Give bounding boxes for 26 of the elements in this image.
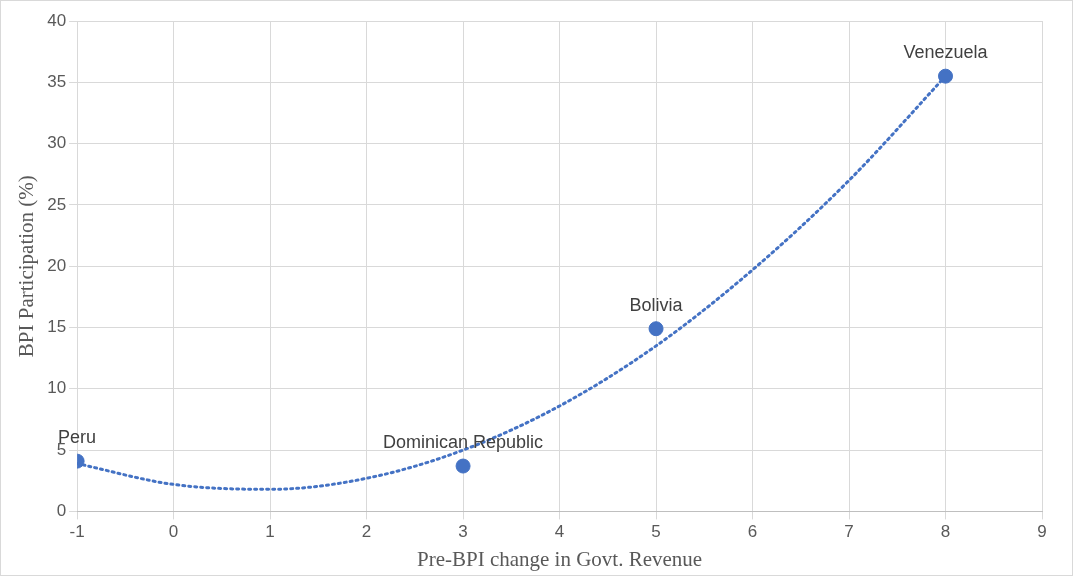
annotation: Venezuela	[903, 42, 989, 63]
x-tick-label: 7	[844, 522, 854, 542]
x-tick-label: 9	[1037, 522, 1047, 542]
x-tick-label: 0	[168, 522, 179, 542]
x-tick-label: -1	[69, 522, 85, 542]
point	[648, 321, 664, 337]
y-tick-label: 40	[47, 10, 67, 30]
x-tick-label: 1	[265, 522, 275, 542]
x-tick-label: 5	[651, 522, 661, 542]
y-tick-label: 20	[47, 255, 67, 275]
x-tick-label: 6	[747, 522, 758, 542]
y-tick-label: 30	[47, 133, 67, 153]
x-tick-label: 8	[940, 522, 951, 542]
annotation: Dominican Republic	[383, 432, 544, 453]
y-tick-label: 10	[47, 378, 67, 398]
y-tick-label: 0	[56, 501, 67, 521]
y-axis-title: BPI Participation (%)	[14, 175, 39, 358]
x-tick-label: 4	[554, 522, 565, 542]
y-tick-label: 15	[47, 317, 67, 337]
y-tick-label: 35	[47, 71, 67, 91]
x-tick-label: 3	[458, 522, 468, 542]
annotation: Bolivia	[629, 294, 684, 315]
y-tick-label: 25	[47, 194, 67, 214]
x-axis-title: Pre-BPI change in Govt. Revenue	[416, 546, 703, 571]
x-tick-label: 2	[361, 522, 372, 542]
point	[455, 458, 471, 474]
